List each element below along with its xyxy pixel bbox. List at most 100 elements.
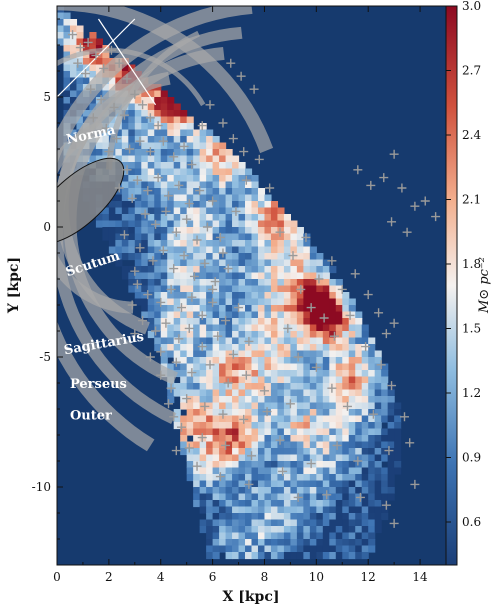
heat-cell — [322, 409, 330, 417]
heat-cell — [290, 292, 298, 300]
heat-cell — [290, 402, 298, 410]
heat-cell — [186, 116, 194, 124]
star-marker — [106, 45, 116, 55]
heat-cell — [154, 142, 162, 150]
heat-cell — [147, 318, 155, 326]
heat-cell — [270, 279, 279, 287]
heat-cell — [134, 103, 142, 111]
heat-cell — [290, 376, 298, 384]
heat-cell — [245, 422, 253, 430]
heat-cell — [115, 142, 123, 150]
heat-cell — [290, 526, 298, 534]
heat-cell — [296, 461, 304, 469]
heat-cell — [212, 500, 220, 508]
heat-cell — [277, 487, 285, 495]
heat-cell — [69, 45, 78, 53]
colorbar-label: M⊙ pc⁻² — [477, 257, 492, 314]
heat-cell — [128, 279, 136, 287]
heat-cell — [322, 357, 330, 365]
heat-cell — [245, 506, 253, 514]
heat-cell — [206, 448, 214, 456]
heat-cell — [115, 259, 123, 267]
heat-cell — [290, 422, 298, 430]
heat-cell — [232, 396, 240, 404]
heat-cell — [309, 292, 317, 300]
star-marker — [182, 394, 192, 404]
heat-cell — [290, 298, 298, 306]
heat-cell — [277, 246, 285, 254]
heat-cell — [167, 194, 175, 202]
heat-cell — [309, 474, 317, 482]
heat-cell — [238, 259, 246, 267]
heat-cell — [219, 207, 227, 215]
heat-cell — [186, 402, 194, 410]
heat-cell — [154, 266, 162, 274]
heat-cell — [309, 428, 317, 436]
heat-cell — [309, 318, 317, 326]
heat-cell — [219, 526, 227, 534]
heat-cell — [232, 337, 240, 345]
star-marker — [387, 381, 397, 391]
heat-cell — [329, 318, 337, 326]
heat-cell — [335, 298, 343, 306]
star-marker — [389, 518, 399, 528]
heat-cell — [303, 539, 311, 547]
heat-cell — [394, 448, 402, 456]
heat-cell — [283, 435, 291, 443]
heat-cell — [212, 552, 220, 560]
heat-cell — [206, 331, 214, 339]
heat-cell — [167, 233, 175, 241]
heat-cell — [251, 461, 259, 469]
heat-cell — [225, 194, 233, 202]
heat-cell — [290, 461, 298, 469]
heat-cell — [283, 474, 291, 482]
star-marker — [164, 191, 174, 201]
heat-cell — [342, 292, 350, 300]
heat-cell — [173, 168, 181, 176]
heat-cell — [160, 292, 168, 300]
heat-cell — [251, 285, 259, 293]
heat-cell — [270, 220, 279, 228]
heat-cell — [180, 220, 188, 228]
heat-cell — [141, 305, 149, 313]
heat-cell — [277, 233, 285, 241]
heat-cell — [154, 188, 162, 196]
heat-cell — [316, 467, 324, 475]
heat-cell — [245, 402, 253, 410]
heat-cell — [219, 422, 227, 430]
heat-cell — [264, 253, 272, 261]
heat-cell — [316, 480, 324, 488]
heat-cell — [381, 370, 389, 378]
heat-cell — [160, 318, 168, 326]
heat-cell — [251, 337, 259, 345]
heat-cell — [225, 240, 233, 248]
heat-cell — [309, 383, 317, 391]
heat-cell — [206, 311, 214, 319]
heat-cell — [154, 292, 162, 300]
heat-cell — [251, 539, 259, 547]
heat-cell — [374, 415, 382, 423]
star-marker — [166, 284, 176, 294]
heat-cell — [212, 396, 220, 404]
heat-cell — [394, 454, 402, 462]
heat-cell — [193, 129, 201, 137]
star-marker — [210, 277, 220, 287]
heat-cell — [186, 448, 194, 456]
heat-cell — [290, 487, 298, 495]
heat-cell — [368, 350, 376, 358]
heat-cell — [277, 409, 285, 417]
star-marker — [223, 378, 233, 388]
heat-cell — [134, 123, 142, 131]
heat-cell — [219, 266, 227, 274]
heat-cell — [329, 311, 337, 319]
heat-cell — [374, 519, 382, 527]
heat-cell — [361, 415, 369, 423]
heat-cell — [322, 428, 330, 436]
heat-cell — [69, 25, 78, 33]
heat-cell — [368, 409, 376, 417]
heat-cell — [238, 233, 246, 241]
heat-cell — [199, 181, 207, 189]
heat-cell — [303, 259, 311, 267]
heat-cell — [283, 409, 291, 417]
heat-cell — [154, 259, 162, 267]
